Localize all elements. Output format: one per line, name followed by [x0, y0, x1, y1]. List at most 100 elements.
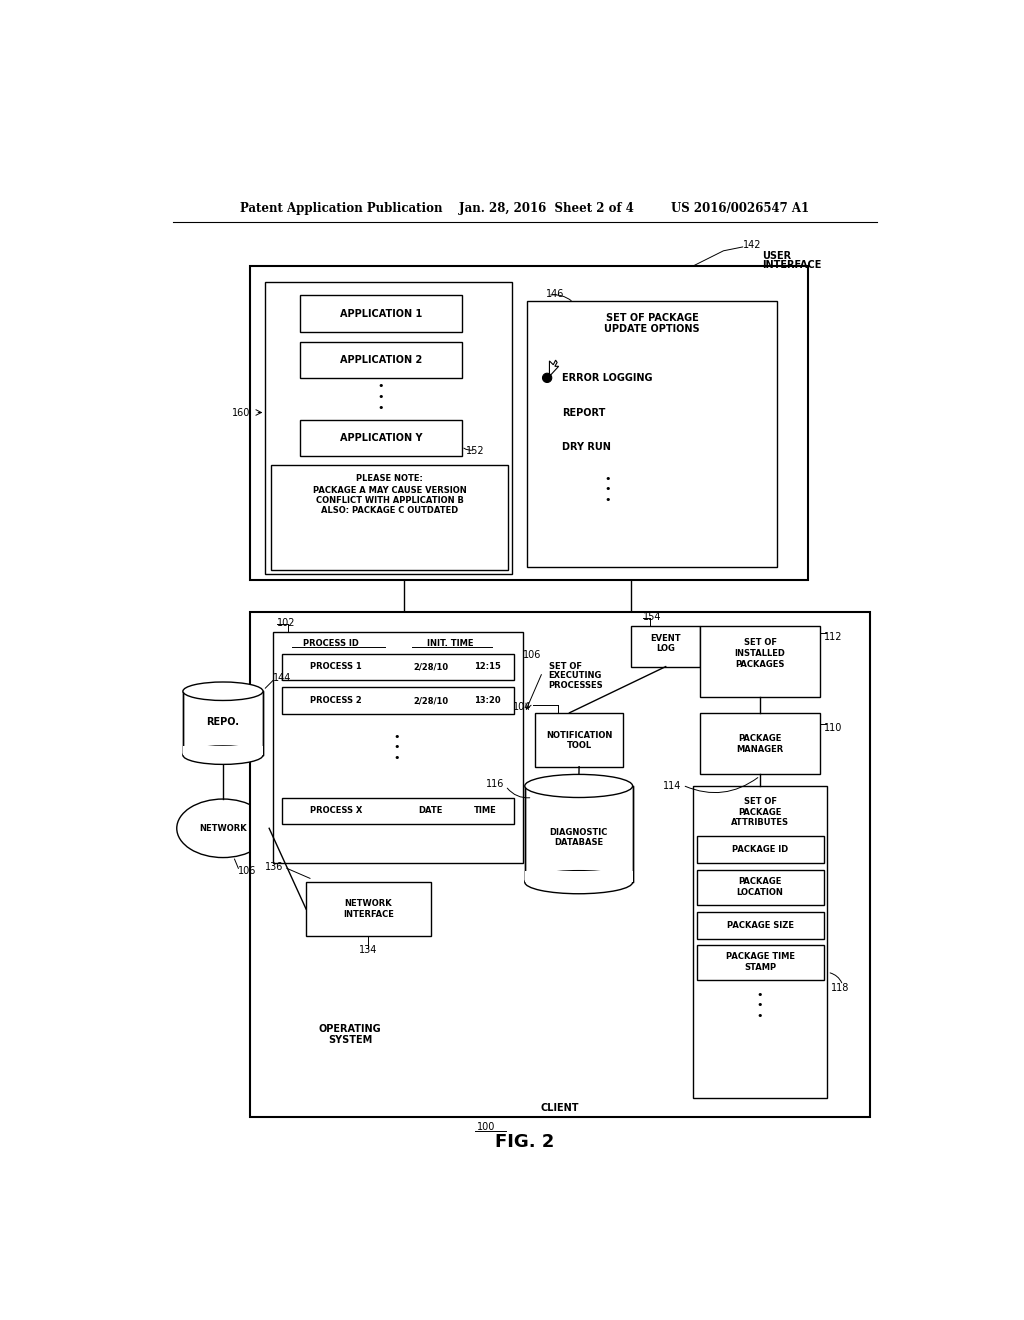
Text: •
•
•: • • •: [378, 381, 384, 413]
Text: EXECUTING: EXECUTING: [549, 672, 602, 680]
Text: 102: 102: [276, 618, 295, 628]
Text: APPLICATION Y: APPLICATION Y: [340, 433, 422, 444]
Circle shape: [543, 408, 552, 417]
FancyBboxPatch shape: [300, 296, 462, 331]
Text: 118: 118: [831, 982, 850, 993]
Circle shape: [543, 442, 552, 451]
Text: NOTIFICATION: NOTIFICATION: [546, 731, 612, 741]
Text: PACKAGE: PACKAGE: [738, 734, 781, 743]
Ellipse shape: [177, 799, 269, 858]
Text: PROCESS X: PROCESS X: [310, 807, 362, 816]
Text: ALSO: PACKAGE C OUTDATED: ALSO: PACKAGE C OUTDATED: [322, 506, 459, 515]
Text: SET OF: SET OF: [743, 639, 776, 647]
FancyBboxPatch shape: [524, 871, 633, 882]
FancyBboxPatch shape: [250, 612, 869, 1117]
Text: 13:20: 13:20: [474, 697, 501, 705]
Text: PACKAGE: PACKAGE: [738, 876, 781, 886]
Text: USER: USER: [762, 251, 792, 261]
FancyBboxPatch shape: [300, 342, 462, 378]
Text: SET OF PACKAGE: SET OF PACKAGE: [606, 313, 698, 323]
Text: 104: 104: [513, 702, 531, 711]
Text: INTERFACE: INTERFACE: [343, 909, 394, 919]
Text: ERROR LOGGING: ERROR LOGGING: [562, 372, 652, 383]
FancyBboxPatch shape: [271, 465, 508, 570]
Text: DIAGNOSTIC: DIAGNOSTIC: [550, 828, 608, 837]
Text: 134: 134: [359, 945, 378, 954]
Text: DATE: DATE: [419, 807, 443, 816]
Ellipse shape: [525, 871, 633, 894]
Text: 110: 110: [823, 723, 842, 733]
Text: OPERATING: OPERATING: [318, 1023, 381, 1034]
Ellipse shape: [183, 682, 263, 701]
Ellipse shape: [525, 775, 633, 797]
FancyBboxPatch shape: [524, 785, 633, 882]
FancyBboxPatch shape: [283, 653, 514, 681]
Ellipse shape: [183, 746, 263, 764]
Text: INSTALLED: INSTALLED: [734, 649, 785, 657]
Text: APPLICATION 2: APPLICATION 2: [340, 355, 422, 364]
FancyBboxPatch shape: [696, 945, 823, 979]
Text: NETWORK: NETWORK: [345, 899, 392, 908]
FancyBboxPatch shape: [306, 882, 431, 936]
Text: MANAGER: MANAGER: [736, 746, 783, 754]
Text: PACKAGE ID: PACKAGE ID: [732, 845, 788, 854]
Text: CLIENT: CLIENT: [541, 1102, 580, 1113]
FancyBboxPatch shape: [283, 797, 514, 825]
Text: 116: 116: [485, 779, 504, 788]
FancyBboxPatch shape: [250, 267, 808, 579]
Text: TIME: TIME: [473, 807, 497, 816]
Text: DRY RUN: DRY RUN: [562, 442, 610, 453]
Text: •
•
•: • • •: [605, 474, 611, 506]
Text: PACKAGES: PACKAGES: [735, 660, 784, 669]
FancyBboxPatch shape: [700, 626, 819, 697]
Circle shape: [543, 374, 552, 383]
FancyBboxPatch shape: [265, 281, 512, 574]
Text: PROCESS ID: PROCESS ID: [303, 639, 358, 648]
Text: 144: 144: [273, 673, 292, 684]
FancyBboxPatch shape: [696, 836, 823, 863]
Text: LOCATION: LOCATION: [736, 888, 783, 896]
FancyBboxPatch shape: [700, 713, 819, 775]
Text: EVENT: EVENT: [650, 634, 681, 643]
Text: 106: 106: [239, 866, 257, 875]
FancyBboxPatch shape: [527, 301, 777, 566]
Text: 100: 100: [477, 1122, 496, 1133]
Text: PACKAGE: PACKAGE: [738, 808, 781, 817]
Text: SET OF: SET OF: [743, 797, 776, 805]
Text: DATABASE: DATABASE: [554, 838, 603, 846]
Text: INTERFACE: INTERFACE: [762, 260, 821, 271]
FancyBboxPatch shape: [696, 912, 823, 940]
Text: 160: 160: [231, 408, 250, 417]
FancyBboxPatch shape: [183, 746, 263, 755]
Text: •
•
•: • • •: [757, 990, 763, 1022]
Text: 2/28/10: 2/28/10: [414, 697, 449, 705]
Text: ATTRIBUTES: ATTRIBUTES: [731, 818, 790, 828]
Text: SYSTEM: SYSTEM: [328, 1035, 372, 1045]
Text: REPORT: REPORT: [562, 408, 605, 417]
Text: STAMP: STAMP: [744, 964, 776, 972]
Text: PLEASE NOTE:: PLEASE NOTE:: [356, 474, 423, 483]
Text: APPLICATION 1: APPLICATION 1: [340, 309, 422, 318]
Text: 136: 136: [264, 862, 283, 871]
Text: NETWORK: NETWORK: [199, 824, 247, 833]
Polygon shape: [550, 360, 559, 376]
Text: 154: 154: [643, 611, 662, 622]
Text: PACKAGE SIZE: PACKAGE SIZE: [727, 921, 794, 929]
Text: 112: 112: [823, 632, 842, 643]
FancyBboxPatch shape: [535, 713, 624, 767]
Text: REPO.: REPO.: [207, 718, 240, 727]
FancyBboxPatch shape: [283, 688, 514, 714]
Text: PACKAGE TIME: PACKAGE TIME: [726, 953, 795, 961]
Text: PACKAGE A MAY CAUSE VERSION: PACKAGE A MAY CAUSE VERSION: [312, 486, 467, 495]
Text: 142: 142: [742, 240, 761, 249]
FancyBboxPatch shape: [692, 785, 827, 1098]
Text: PROCESS 1: PROCESS 1: [310, 663, 362, 672]
Text: 146: 146: [547, 289, 564, 298]
Text: SET OF: SET OF: [549, 663, 582, 671]
Text: UPDATE OPTIONS: UPDATE OPTIONS: [604, 323, 700, 334]
Text: INIT. TIME: INIT. TIME: [427, 639, 473, 648]
Text: CONFLICT WITH APPLICATION B: CONFLICT WITH APPLICATION B: [315, 496, 464, 504]
Text: 106: 106: [522, 649, 541, 660]
FancyBboxPatch shape: [273, 632, 523, 863]
Text: 114: 114: [663, 781, 681, 791]
